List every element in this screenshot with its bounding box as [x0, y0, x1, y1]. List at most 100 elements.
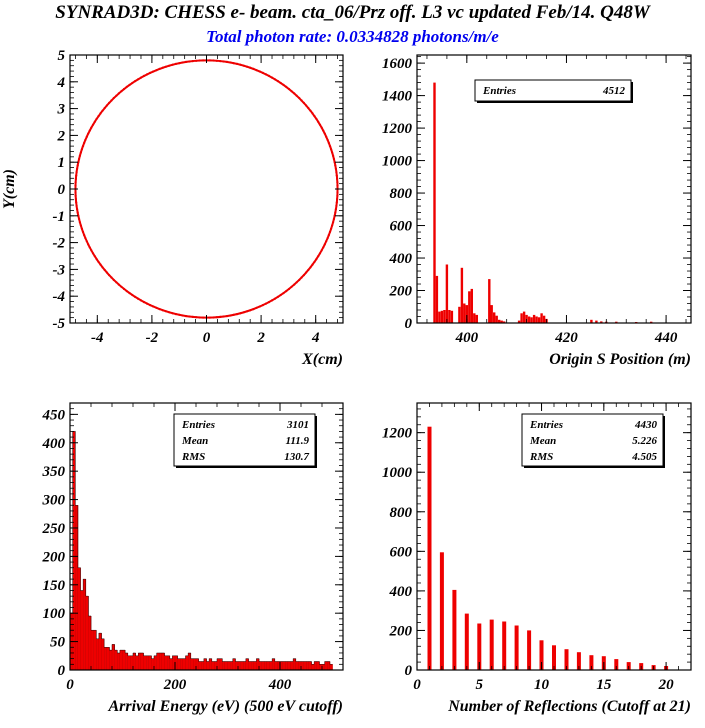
y-tick-label: 0: [58, 182, 66, 198]
hit-point: [315, 258, 318, 261]
hit-point: [84, 237, 87, 240]
x-tick-label: 2: [256, 330, 265, 346]
stats-label: Mean: [181, 435, 208, 447]
y-tick-label: 0: [58, 663, 66, 679]
hit-point: [276, 80, 279, 83]
hit-point: [323, 243, 326, 246]
x-tick-label: 200: [163, 677, 187, 693]
hit-point: [152, 305, 155, 308]
hit-point: [74, 181, 77, 184]
histogram-bar: [520, 313, 523, 323]
hit-point: [326, 237, 329, 240]
histogram-bar: [169, 658, 173, 671]
hit-point: [158, 67, 161, 70]
histogram-bar: [460, 267, 464, 323]
histogram-bar: [532, 314, 536, 323]
histogram-bar: [316, 661, 320, 671]
histogram-bar: [475, 314, 478, 323]
hit-point: [112, 96, 115, 100]
histogram-bar: [185, 655, 189, 671]
hit-point: [330, 148, 333, 151]
histogram-bar: [237, 661, 241, 671]
hit-point: [80, 148, 83, 151]
hit-point: [195, 316, 198, 319]
hit-point: [334, 211, 337, 214]
hit-point: [78, 157, 81, 161]
histogram-bar: [285, 661, 289, 671]
hit-point: [139, 299, 143, 302]
hit-point: [232, 62, 235, 65]
histogram-bar: [251, 661, 255, 671]
histogram-bar: [517, 320, 521, 323]
histogram-bar: [209, 658, 213, 671]
histogram-bar: [232, 658, 236, 671]
histogram-bar: [468, 291, 471, 323]
hit-point: [142, 74, 146, 77]
histogram-bar: [138, 652, 142, 671]
hit-point: [332, 221, 335, 224]
hit-point: [178, 313, 181, 316]
stats-label: Entries: [482, 85, 516, 97]
hit-point: [222, 315, 225, 318]
histogram-bar: [314, 661, 318, 671]
hit-point: [76, 164, 79, 167]
hit-point: [298, 96, 301, 100]
hit-point: [74, 194, 77, 197]
hit-point: [76, 208, 79, 211]
histogram-bar: [282, 661, 286, 671]
histogram-bar: [300, 661, 304, 671]
histogram-bar: [564, 649, 569, 670]
hit-point: [171, 63, 174, 66]
hit-point: [74, 177, 77, 180]
hit-point: [75, 201, 78, 204]
hit-point: [99, 112, 102, 115]
y-tick-label: 800: [390, 186, 413, 202]
histogram-bar: [264, 661, 268, 671]
hit-point: [90, 249, 93, 252]
histogram-bar: [489, 619, 494, 670]
hit-point: [134, 80, 137, 83]
hit-point: [327, 141, 330, 144]
histogram-bar: [224, 661, 228, 671]
hit-point: [83, 141, 86, 144]
histogram-bar: [201, 661, 205, 671]
hit-point: [78, 217, 81, 221]
x-tick-label: 400: [268, 677, 292, 693]
hit-point: [112, 278, 115, 282]
hit-point: [88, 129, 91, 132]
hit-point: [300, 99, 303, 102]
y-tick-label: 200: [389, 623, 413, 639]
hit-point: [81, 230, 85, 233]
hit-point: [267, 301, 271, 304]
histogram-bar: [75, 505, 79, 671]
histogram-bar: [452, 589, 457, 670]
histogram-bar: [308, 661, 312, 671]
histogram-bar: [240, 661, 244, 671]
hit-point: [184, 60, 188, 64]
hit-point: [79, 224, 82, 227]
hit-point: [236, 62, 239, 65]
histogram-bar: [143, 655, 147, 671]
hit-point: [336, 177, 339, 180]
y-tick-label: 5: [58, 48, 66, 64]
histogram-bar: [253, 661, 257, 671]
histogram-bar: [167, 655, 171, 671]
hit-point: [225, 315, 229, 318]
histogram-bar: [146, 655, 150, 671]
y-tick-label: 0: [405, 316, 413, 332]
histogram-bar: [595, 320, 598, 323]
hit-point: [336, 191, 339, 194]
y-tick-label: 200: [389, 284, 413, 300]
histogram-bar: [295, 661, 299, 671]
figure-title: SYNRAD3D: CHESS e- beam. cta_06/Prz off.…: [55, 2, 650, 23]
hit-point: [282, 292, 285, 295]
histogram-bar: [93, 630, 97, 671]
hit-point: [122, 87, 126, 91]
hit-point: [229, 61, 232, 64]
hit-point: [75, 174, 78, 177]
y-tick-label: -1: [53, 209, 66, 225]
y-tick-label: 1400: [382, 89, 413, 105]
stats-value: 130.7: [284, 451, 309, 463]
histogram-bar: [80, 590, 84, 671]
